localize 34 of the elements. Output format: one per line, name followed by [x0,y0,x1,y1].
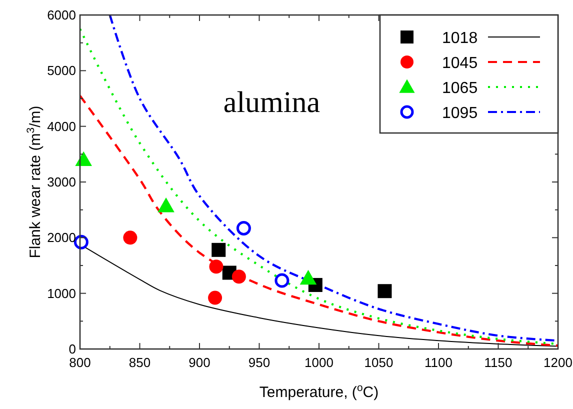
x-tick-label: 1100 [424,355,452,370]
y-tick-label: 5000 [47,63,76,78]
y-tick-label: 1000 [47,286,76,301]
x-axis-title: Temperature, ($^{o}$C) [259,382,379,401]
point [208,290,222,305]
point [232,270,246,284]
legend-label: 1065 [442,80,478,97]
point [209,260,224,274]
point [236,220,251,236]
legend-label: 1095 [442,105,478,122]
x-tick-label: 1000 [304,355,334,370]
x-tick-label: 1150 [484,355,512,370]
x-tick-label: 1200 [544,355,572,370]
x-tick-label: 900 [188,355,210,370]
x-tick-label: 800 [69,355,91,370]
x-tick-label: 850 [128,355,151,370]
y-tick-label: 6000 [47,8,76,22]
y-tick-label: 2000 [47,230,76,246]
x-tick-label: 1050 [364,355,394,370]
annotation: alumina [223,86,320,120]
point [212,242,226,257]
point [378,284,392,298]
y-tick-label: 4000 [47,118,76,134]
y-tick-label: 0 [68,342,76,356]
y-tick-label: 3000 [47,174,76,190]
point [74,234,88,250]
point [158,198,174,212]
legend-label: 1018 [442,30,478,47]
point [300,270,317,285]
point [123,230,138,245]
legend-label: 1045 [442,55,478,72]
point [75,151,92,166]
point [274,273,290,288]
x-tick-label: 950 [248,355,270,370]
